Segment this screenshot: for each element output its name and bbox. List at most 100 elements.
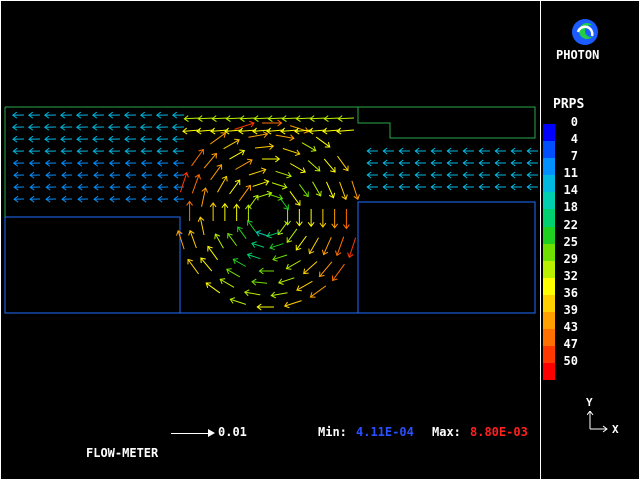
velocity-vector: [296, 280, 313, 292]
legend-swatch: [543, 329, 555, 347]
velocity-vector: [229, 179, 241, 195]
velocity-vector: [232, 258, 247, 267]
velocity-vector: [139, 111, 153, 119]
velocity-vector: [124, 135, 137, 143]
velocity-vector: [141, 195, 153, 203]
velocity-vector: [342, 209, 350, 230]
velocity-vector: [279, 198, 289, 211]
velocity-vector: [13, 183, 25, 191]
velocity-vector: [307, 209, 315, 228]
velocity-vector: [43, 123, 57, 131]
legend-label: 7: [570, 149, 578, 164]
logo-text: PHOTON: [556, 48, 600, 62]
velocity-vector: [109, 171, 121, 179]
velocity-vector: [430, 183, 442, 191]
velocity-vector: [478, 171, 490, 179]
legend-swatch: [543, 175, 555, 193]
velocity-vector: [59, 123, 73, 131]
velocity-vector: [275, 134, 295, 142]
velocity-vector: [45, 183, 57, 191]
vector-plot[interactable]: [0, 0, 540, 480]
velocity-vector: [92, 135, 105, 143]
velocity-vector: [266, 127, 285, 135]
velocity-vector: [366, 159, 378, 167]
velocity-vector: [284, 209, 292, 226]
velocity-vector: [252, 179, 270, 187]
velocity-vector: [93, 195, 105, 203]
velocity-vector: [155, 123, 169, 131]
velocity-vector: [289, 163, 306, 174]
velocity-vector: [510, 171, 522, 179]
velocity-vector: [258, 267, 274, 275]
velocity-vector: [308, 127, 327, 135]
velocity-vector: [298, 183, 309, 198]
legend-label: 43: [563, 320, 578, 335]
velocity-vector: [156, 147, 169, 155]
velocity-vector: [108, 147, 121, 155]
velocity-vector: [45, 195, 57, 203]
velocity-vector: [294, 127, 313, 135]
velocity-vector: [209, 132, 227, 145]
velocity-vector: [281, 115, 299, 122]
velocity-vector: [414, 171, 426, 179]
velocity-vector: [191, 148, 204, 167]
velocity-vector: [243, 289, 261, 297]
panel-divider: [540, 0, 541, 480]
velocity-vector: [186, 200, 194, 221]
scale-value: 0.01: [218, 425, 247, 439]
velocity-vector: [307, 160, 321, 172]
velocity-vector: [262, 155, 281, 163]
velocity-vector: [255, 230, 268, 237]
velocity-vector: [43, 111, 57, 119]
velocity-vector: [76, 147, 89, 155]
velocity-vector: [29, 183, 41, 191]
velocity-vector: [76, 135, 89, 143]
velocity-vector: [27, 123, 41, 131]
velocity-vector: [214, 233, 224, 249]
velocity-vector: [123, 111, 137, 119]
velocity-vector: [248, 131, 269, 138]
velocity-vector: [309, 285, 327, 298]
velocity-vector: [398, 159, 410, 167]
velocity-vector: [246, 252, 261, 260]
velocity-vector: [478, 147, 490, 155]
velocity-vector: [283, 300, 302, 309]
axis-x-label: X: [612, 423, 619, 436]
legend-label: 32: [563, 268, 578, 283]
velocity-vector: [125, 171, 137, 179]
velocity-vector: [77, 195, 89, 203]
velocity-vector: [60, 159, 73, 167]
velocity-vector: [44, 147, 57, 155]
velocity-vector: [124, 147, 137, 155]
velocity-vector: [179, 171, 189, 193]
legend-label: 14: [563, 183, 578, 198]
velocity-vector: [526, 183, 538, 191]
velocity-vector: [172, 159, 185, 167]
velocity-vector: [221, 202, 229, 221]
velocity-vector: [430, 147, 442, 155]
velocity-vector: [197, 115, 215, 122]
velocity-vector: [108, 159, 121, 167]
velocity-vector: [123, 123, 137, 131]
velocity-vector: [462, 147, 474, 155]
velocity-vector: [205, 282, 221, 294]
velocity-vector: [217, 175, 228, 193]
velocity-vector: [11, 123, 25, 131]
velocity-vector: [267, 115, 285, 122]
velocity-vector: [60, 135, 73, 143]
velocity-vector: [176, 230, 185, 250]
velocity-vector: [12, 159, 25, 167]
velocity-vector: [44, 135, 57, 143]
max-value: 8.80E-03: [470, 425, 528, 439]
velocity-vector: [13, 171, 25, 179]
velocity-vector: [414, 183, 426, 191]
velocity-vector: [233, 203, 241, 221]
velocity-vector: [295, 235, 307, 251]
velocity-vector: [286, 228, 298, 243]
velocity-vector: [382, 147, 394, 155]
velocity-vector: [282, 147, 301, 157]
velocity-vector: [124, 159, 137, 167]
velocity-vector: [339, 181, 348, 201]
velocity-vector: [366, 147, 378, 155]
legend-label: 25: [563, 234, 578, 249]
